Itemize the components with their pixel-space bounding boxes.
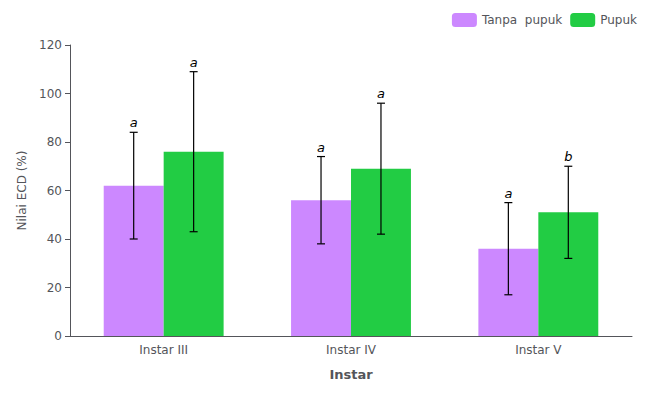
- svg-text:40: 40: [47, 232, 62, 246]
- svg-text:120: 120: [39, 38, 62, 52]
- svg-text:80: 80: [47, 135, 62, 149]
- svg-text:a: a: [377, 86, 385, 101]
- svg-text:Instar III: Instar III: [139, 343, 188, 357]
- svg-text:a: a: [317, 140, 325, 155]
- svg-text:a: a: [190, 55, 198, 70]
- svg-text:a: a: [504, 186, 512, 201]
- svg-text:0: 0: [54, 329, 62, 343]
- svg-text:b: b: [564, 149, 572, 164]
- svg-text:Instar V: Instar V: [515, 343, 562, 357]
- svg-text:20: 20: [47, 281, 62, 295]
- svg-text:a: a: [130, 115, 138, 130]
- svg-text:Tanpa pupuk: Tanpa pupuk: [481, 13, 562, 27]
- svg-text:Pupuk: Pupuk: [600, 13, 637, 27]
- svg-text:100: 100: [39, 87, 62, 101]
- svg-text:Nilai ECD (%): Nilai ECD (%): [15, 151, 29, 231]
- svg-text:Instar: Instar: [329, 367, 373, 382]
- svg-text:Instar IV: Instar IV: [326, 343, 377, 357]
- svg-text:60: 60: [47, 184, 62, 198]
